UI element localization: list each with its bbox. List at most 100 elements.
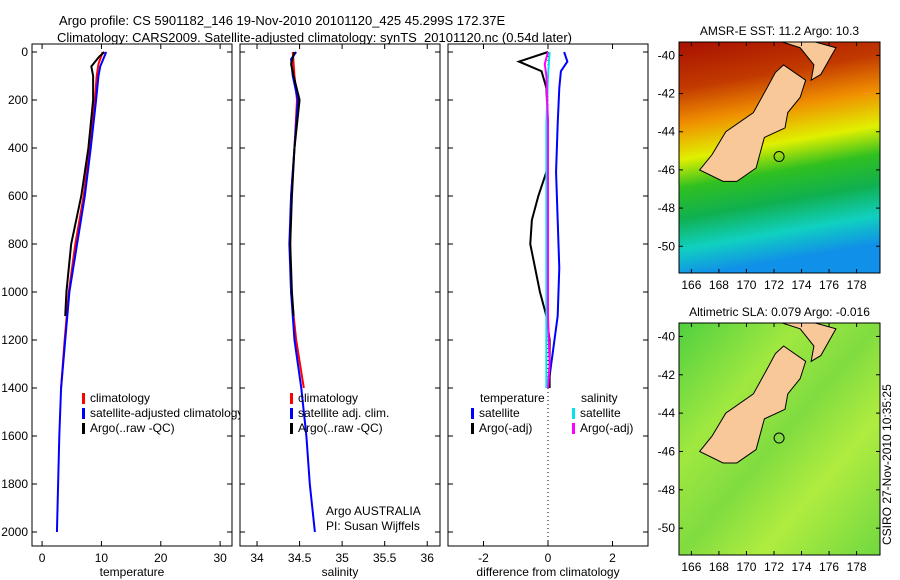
lat-tick-label: -40 xyxy=(658,48,676,62)
y-tick-label: 1800 xyxy=(1,477,28,491)
map-title: Altimetric SLA: 0.079 Argo: -0.016 xyxy=(689,305,870,319)
lat-tick-label: -42 xyxy=(658,87,676,101)
map-title: AMSR-E SST: 11.2 Argo: 10.3 xyxy=(700,24,860,38)
legend-label: climatology xyxy=(90,391,150,405)
x-axis-label: temperature xyxy=(100,565,165,579)
x-tick-label: 34.5 xyxy=(288,551,312,565)
legend-swatch xyxy=(82,408,85,419)
south-island-landmass xyxy=(698,345,807,464)
legend-label: Argo(..raw -QC) xyxy=(298,421,383,435)
x-tick-label: 35.5 xyxy=(373,551,397,565)
x-tick-label: -2 xyxy=(478,551,489,565)
y-tick-label: 1600 xyxy=(1,429,28,443)
series-line-temperature-argo-adj- xyxy=(516,51,551,388)
x-axis-label: difference from climatology xyxy=(476,565,619,579)
legend-label: Argo(-adj) xyxy=(580,421,633,435)
lat-tick-label: -46 xyxy=(658,444,676,458)
legend-label: satellite xyxy=(479,406,520,420)
x-tick-label: 0 xyxy=(39,551,46,565)
legend-label: climatology xyxy=(298,391,358,405)
legend-swatch xyxy=(471,408,474,419)
timestamp-stamp: CSIRO 27-Nov-2010 10:35:25 xyxy=(880,384,894,545)
axes-box xyxy=(31,43,233,547)
north-island-landmass xyxy=(782,322,837,363)
y-tick-label: 1000 xyxy=(1,285,28,299)
lon-tick-label: 170 xyxy=(736,560,756,574)
x-tick-label: 35 xyxy=(335,551,349,565)
legend-swatch xyxy=(290,393,293,404)
lon-tick-label: 176 xyxy=(819,278,839,292)
lon-tick-label: 172 xyxy=(764,560,784,574)
lat-tick-label: -48 xyxy=(658,201,676,215)
series-line-salinity-argo-adj- xyxy=(543,51,551,389)
legend-label: satellite adj. clim. xyxy=(298,406,389,420)
lat-tick-label: -46 xyxy=(658,163,676,177)
legend-label: satellite-adjusted climatology xyxy=(90,406,243,420)
map-frame xyxy=(678,41,881,274)
legend-swatch xyxy=(572,423,575,434)
legend-label: Argo(..raw -QC) xyxy=(90,421,175,435)
lon-tick-label: 168 xyxy=(709,278,729,292)
x-tick-label: 30 xyxy=(213,551,227,565)
lat-tick-label: -50 xyxy=(658,239,676,253)
lon-tick-label: 168 xyxy=(709,560,729,574)
lat-tick-label: -48 xyxy=(658,483,676,497)
x-tick-label: 0 xyxy=(545,551,552,565)
legend-label: Argo(-adj) xyxy=(479,421,532,435)
lon-tick-label: 166 xyxy=(681,278,701,292)
x-tick-label: 2 xyxy=(609,551,616,565)
series-line-argo-raw-qc- xyxy=(289,51,301,317)
legend-swatch xyxy=(290,408,293,419)
series-line-temperature-satellite xyxy=(547,51,569,389)
lat-tick-label: -44 xyxy=(658,125,676,139)
lon-tick-label: 170 xyxy=(736,278,756,292)
legend-label: satellite xyxy=(580,406,621,420)
legend-swatch xyxy=(572,408,575,419)
lon-tick-label: 174 xyxy=(792,560,812,574)
lat-tick-label: -50 xyxy=(658,521,676,535)
north-island-landmass xyxy=(782,41,837,82)
title-line-1: Argo profile: CS 5901182_146 19-Nov-2010… xyxy=(59,13,506,28)
x-tick-label: 36 xyxy=(421,551,435,565)
title-line-2: Climatology: CARS2009. Satellite-adjuste… xyxy=(57,30,572,45)
lon-tick-label: 174 xyxy=(792,278,812,292)
map-panel-1: AMSR-E SST: 11.2 Argo: 10.3 -40 -42 -44 -46 -… xyxy=(658,24,881,292)
x-tick-label: 34 xyxy=(250,551,264,565)
lon-tick-label: 176 xyxy=(819,560,839,574)
legend-swatch xyxy=(82,393,85,404)
y-tick-label: 400 xyxy=(8,141,28,155)
axes-box xyxy=(239,43,441,547)
x-axis-label: salinity xyxy=(322,565,359,579)
argo-position-marker xyxy=(773,151,785,163)
lat-tick-label: -40 xyxy=(658,329,676,343)
legend-swatch xyxy=(82,423,85,434)
annotation: Argo AUSTRALIA xyxy=(326,504,421,518)
legend-header: salinity xyxy=(581,391,618,405)
profile-panel-1: 0 10 20 30 temperature 0 200 400 600 800 1000 1200 1… xyxy=(1,43,243,579)
y-tick-label: 200 xyxy=(8,93,28,107)
lat-tick-label: -42 xyxy=(658,368,676,382)
series-line-satellite-adjusted-climatology xyxy=(55,51,108,533)
y-tick-label: 800 xyxy=(8,237,28,251)
map-frame xyxy=(678,322,881,556)
annotation: PI: Susan Wijffels xyxy=(326,519,420,533)
lon-tick-label: 178 xyxy=(847,560,867,574)
y-tick-label: 2000 xyxy=(1,525,28,539)
lon-tick-label: 172 xyxy=(764,278,784,292)
legend-header: temperature xyxy=(480,391,545,405)
map-panel-2: Altimetric SLA: 0.079 Argo: -0.016 -40 -42… xyxy=(658,305,881,574)
x-tick-label: 20 xyxy=(154,551,168,565)
lat-tick-label: -44 xyxy=(658,406,676,420)
lon-tick-label: 178 xyxy=(847,278,867,292)
series-line-argo-raw-qc- xyxy=(64,51,106,317)
profile-panel-2: 34 34.5 35 35.5 36 salinity climatologysatelli… xyxy=(239,43,441,579)
x-tick-label: 10 xyxy=(95,551,109,565)
lon-tick-label: 166 xyxy=(681,560,701,574)
y-tick-label: 1400 xyxy=(1,381,28,395)
y-tick-label: 600 xyxy=(8,189,28,203)
argo-position-marker xyxy=(773,432,785,444)
y-tick-label: 1200 xyxy=(1,333,28,347)
